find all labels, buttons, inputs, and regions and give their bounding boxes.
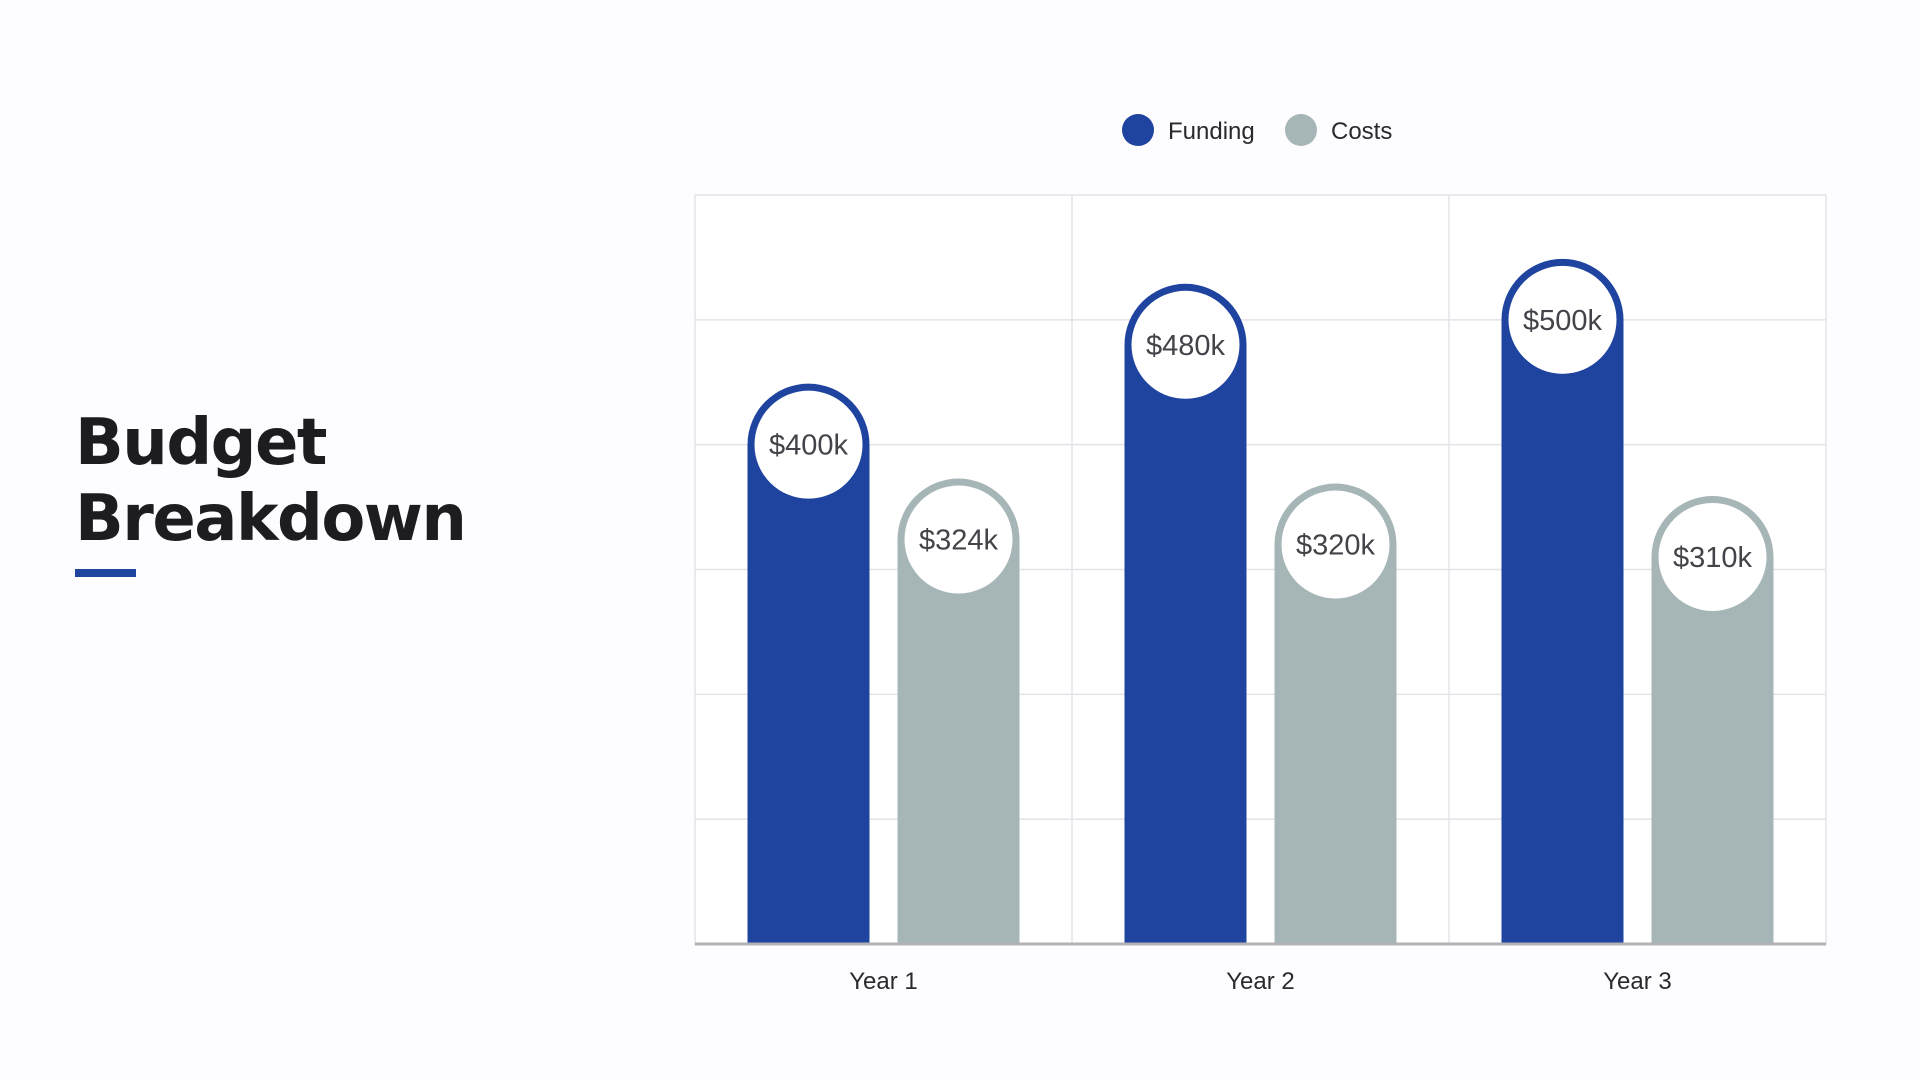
bar-funding (1501, 258, 1624, 944)
title-line-2: Breakdown (75, 482, 467, 556)
x-tick-label: Year 3 (1603, 968, 1672, 995)
data-label-bubble (1658, 503, 1767, 612)
slide-title: Budget Breakdown (75, 405, 467, 577)
bar-costs (1274, 483, 1397, 944)
data-label-bubble (904, 485, 1013, 594)
x-tick-label: Year 1 (849, 968, 918, 995)
data-label-bubble (754, 390, 863, 499)
data-label-bubble (1281, 490, 1390, 599)
data-label: $400k (769, 430, 849, 462)
title-underline (75, 569, 136, 577)
data-label: $310k (1673, 542, 1753, 574)
bar-costs (1651, 496, 1774, 944)
data-label: $320k (1296, 530, 1376, 562)
data-label-bubble (1131, 290, 1240, 399)
data-label: $500k (1523, 305, 1603, 337)
legend-label: Costs (1331, 118, 1392, 145)
x-tick-label: Year 2 (1226, 968, 1295, 995)
legend-swatch (1122, 114, 1154, 146)
title-line-1: Budget (75, 406, 327, 480)
bar-funding (747, 383, 870, 944)
bar-costs (897, 478, 1020, 944)
legend-swatch (1285, 114, 1317, 146)
data-label: $480k (1146, 330, 1226, 362)
bar-funding (1124, 283, 1247, 944)
legend-label: Funding (1168, 118, 1255, 145)
data-label-bubble (1508, 265, 1617, 374)
data-label: $324k (919, 525, 999, 557)
